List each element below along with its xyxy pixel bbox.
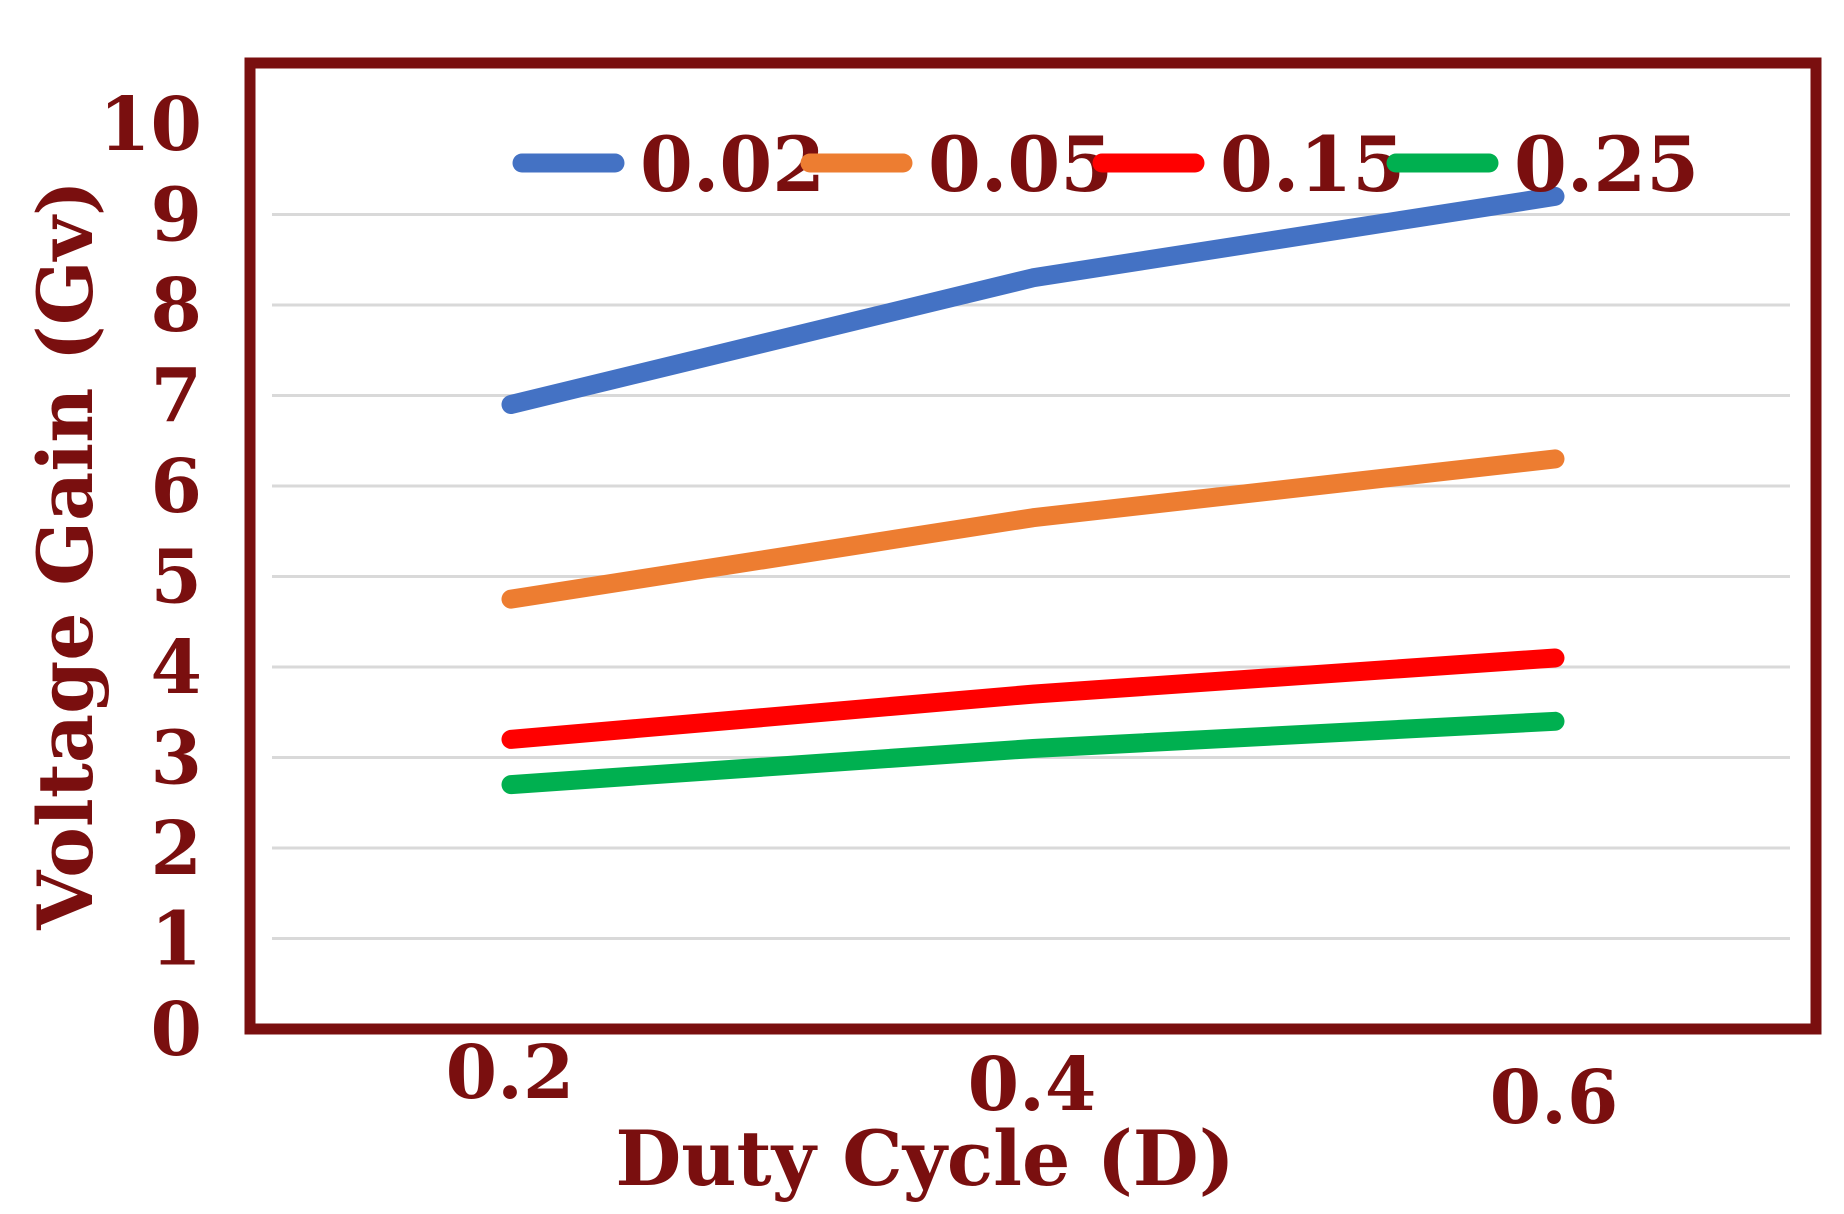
series-line-0.05 <box>501 449 1565 609</box>
legend-label-0.05: 0.05 <box>928 120 1113 209</box>
series-line-0.25 <box>501 711 1565 795</box>
series-line-0.02 <box>501 186 1565 414</box>
legend: 0.02 0.05 0.15 0.25 <box>512 120 1699 209</box>
x-tick-label: 0.2 <box>446 1030 575 1116</box>
series-line-0.15 <box>501 648 1565 749</box>
x-tick-labels: 0.2 0.4 0.6 <box>446 1030 1619 1141</box>
y-tick-label: 4 <box>151 625 203 711</box>
y-tick-label: 8 <box>151 263 203 349</box>
y-axis-label: Voltage Gain (Gv) <box>21 180 110 931</box>
x-tick-label: 0.6 <box>1490 1055 1619 1141</box>
legend-label-0.25: 0.25 <box>1514 120 1699 209</box>
gridlines <box>272 213 1790 940</box>
y-tick-label: 7 <box>151 354 203 440</box>
y-tick-label: 10 <box>99 82 202 168</box>
y-tick-label: 0 <box>151 987 203 1073</box>
y-tick-label: 3 <box>151 716 203 802</box>
legend-label-0.15: 0.15 <box>1220 120 1405 209</box>
legend-label-0.02: 0.02 <box>640 120 825 209</box>
x-axis-label: Duty Cycle (D) <box>615 1114 1234 1203</box>
series-lines <box>501 186 1565 795</box>
y-tick-label: 1 <box>151 897 203 983</box>
y-tick-label: 2 <box>151 806 203 892</box>
y-tick-label: 6 <box>151 444 203 530</box>
plot-frame <box>244 57 1822 1035</box>
y-tick-label: 9 <box>151 173 203 259</box>
x-tick-label: 0.4 <box>968 1042 1097 1128</box>
y-tick-label: 5 <box>151 535 203 621</box>
